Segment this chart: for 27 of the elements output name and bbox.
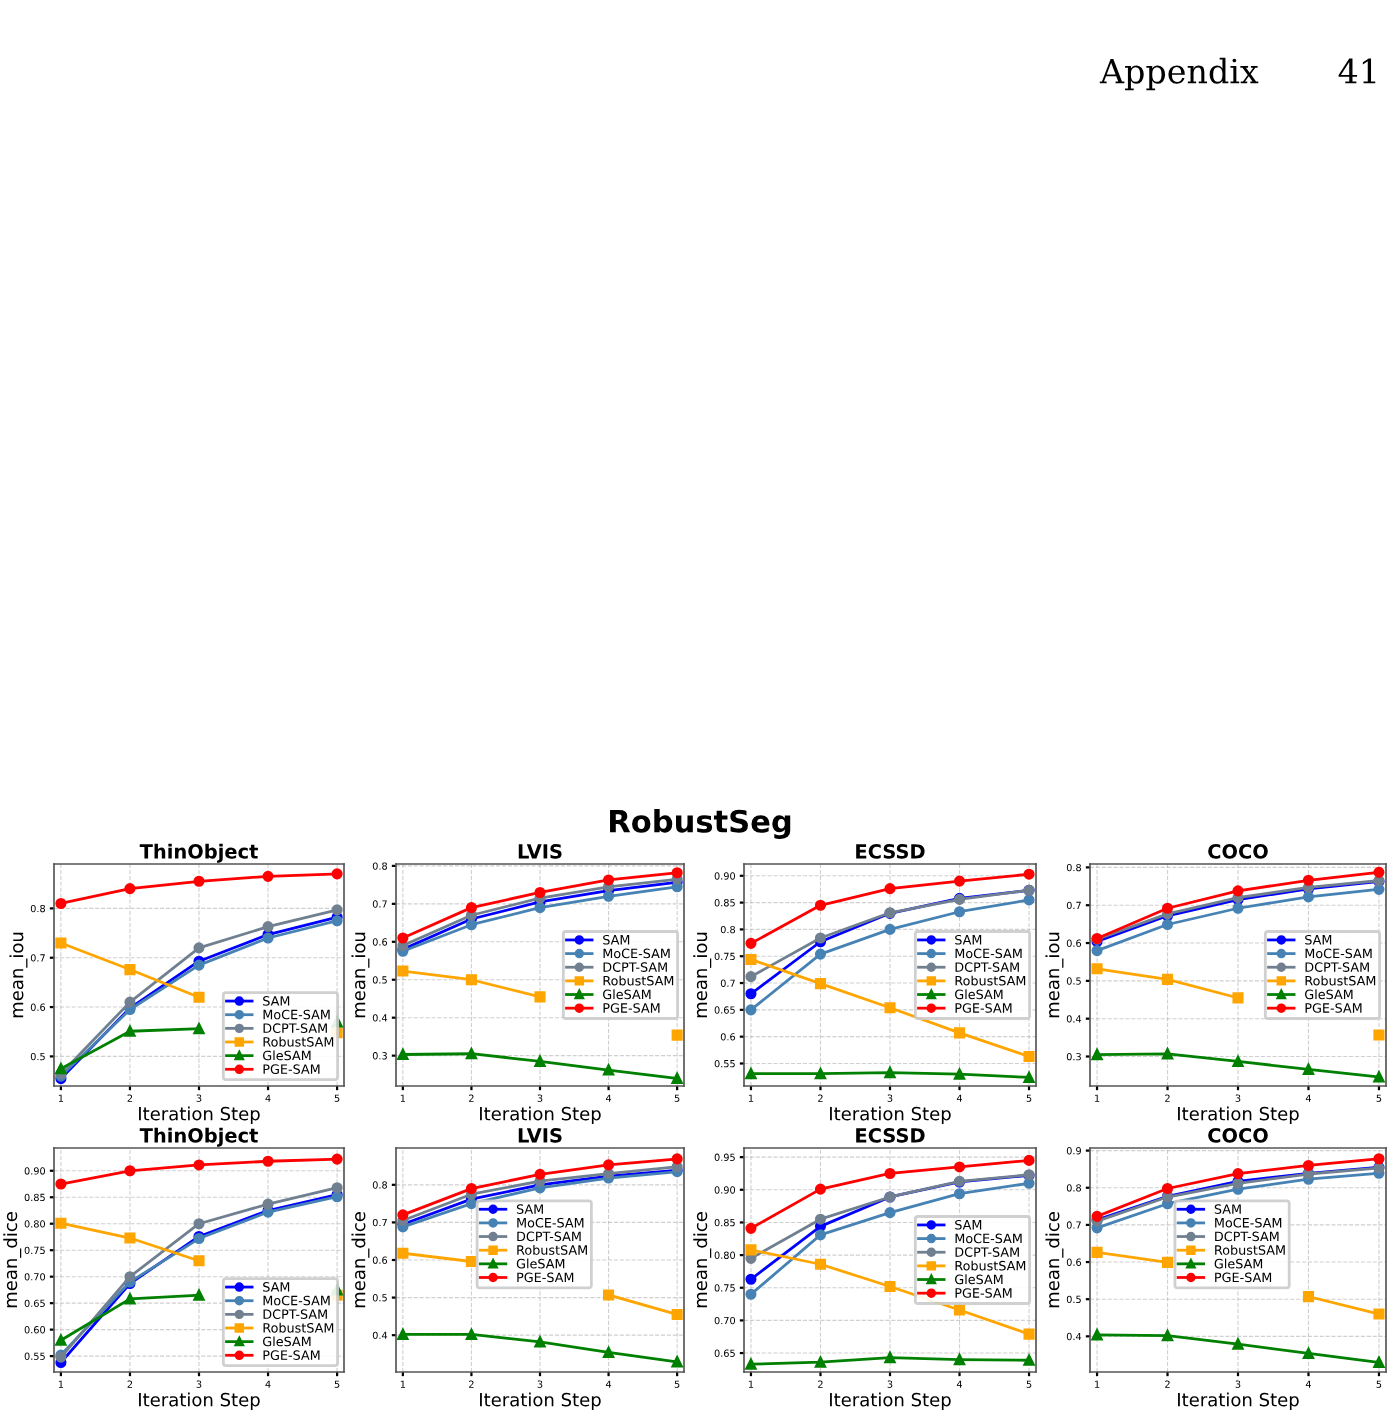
chart-title: ThinObject [139,843,258,863]
y-axis-title: mean_iou [351,932,370,1018]
y-axis-title: mean_dice [1045,1212,1064,1308]
text: RobustSeg [610,809,791,839]
x-axis-title: Iteration Step [1178,1106,1299,1124]
y-axis-title: mean_iou [9,932,28,1018]
chart-title: LVIS [518,1128,562,1143]
x-axis-title: Iteration Step [1178,1392,1299,1410]
chart-title: LVIS [518,844,562,859]
x-axis-title: Iteration Step [480,1106,601,1124]
x-axis-title: Iteration Step [139,1392,260,1410]
chart-title: COCO [1208,844,1268,859]
chart-title: COCO [1208,1128,1268,1143]
text: Appendix [1099,57,1259,91]
x-axis-title: Iteration Step [480,1392,601,1410]
y-axis-title: mean_iou [693,932,712,1018]
y-axis-title: mean_dice [351,1212,370,1308]
chart-title: ECSSD [856,1128,925,1143]
chart-title: ECSSD [856,844,925,859]
y-axis-title: mean_dice [3,1212,22,1308]
y-axis-title: mean_dice [693,1212,712,1308]
x-axis-title: Iteration Step [830,1392,951,1410]
chart-title: ThinObject [139,1127,258,1147]
y-axis-title: mean_iou [1045,932,1064,1018]
text: 41 [1338,58,1376,84]
x-axis-title: Iteration Step [830,1106,951,1124]
x-axis-title: Iteration Step [139,1106,260,1124]
